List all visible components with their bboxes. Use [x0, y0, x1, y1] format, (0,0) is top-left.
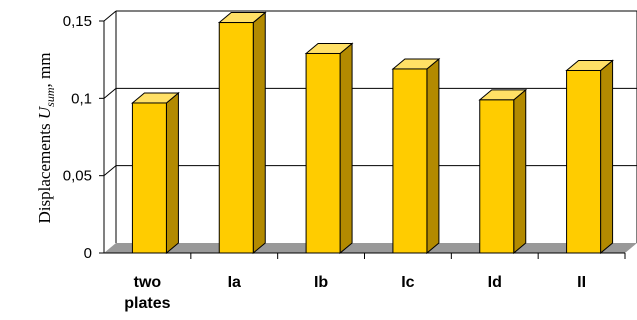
- floor: [104, 243, 637, 253]
- bar: [131, 91, 180, 255]
- bar-side: [339, 42, 353, 255]
- bar-side: [252, 11, 266, 255]
- bar: [565, 59, 614, 255]
- gridline-side: [103, 165, 117, 177]
- bar-side: [426, 57, 440, 255]
- bar-front: [131, 102, 167, 254]
- y-axis-label-suffix: , mm: [35, 53, 54, 88]
- y-axis-label-prefix: Displacements: [35, 119, 54, 223]
- x-tick-label: two plates: [124, 274, 170, 312]
- y-axis-label: Displacements Usum, mm: [35, 53, 57, 224]
- bars: [131, 11, 614, 255]
- gridlines: [103, 10, 637, 243]
- bar-side: [165, 91, 179, 255]
- y-axis-label-symbol: U: [35, 105, 54, 119]
- bar-front: [392, 68, 428, 254]
- x-tick-label: Id: [488, 274, 502, 291]
- chart-floor: [104, 243, 637, 253]
- bar: [304, 42, 354, 255]
- gridline-side: [103, 10, 117, 22]
- bar-front: [218, 22, 254, 254]
- bar-front: [479, 99, 515, 254]
- y-tick-label: 0: [84, 245, 92, 262]
- x-tick-label: II: [577, 274, 586, 291]
- y-tick-label: 0,15: [63, 13, 92, 30]
- y-axis: [99, 20, 626, 259]
- x-tick-label: Ic: [401, 274, 414, 291]
- x-tick-label: Ib: [314, 274, 328, 291]
- bar: [217, 11, 267, 255]
- bar-side: [513, 88, 527, 255]
- y-axis-label-subscript: sum: [43, 87, 57, 107]
- bar: [391, 57, 441, 255]
- y-tick-label: 0,1: [71, 90, 92, 107]
- bar: [478, 88, 528, 255]
- x-tick-label: Ia: [228, 274, 241, 291]
- x-tick-labels: two plates Ia Ib Ic Id II: [124, 274, 586, 312]
- gridline-side: [103, 87, 117, 99]
- bar-front: [566, 69, 602, 254]
- y-tick-labels: 0 0,05 0,1 0,15: [63, 13, 92, 262]
- bar-front: [305, 52, 341, 254]
- y-tick-label: 0,05: [63, 168, 92, 185]
- bar-side: [600, 59, 614, 255]
